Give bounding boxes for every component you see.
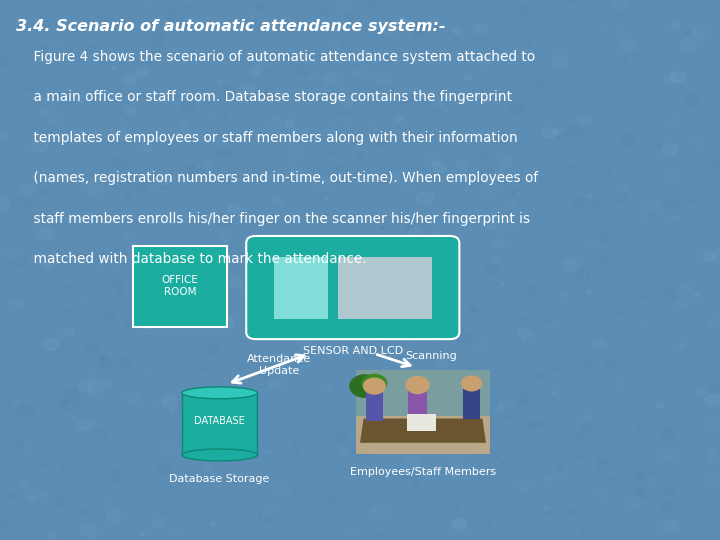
Text: Employees/Staff Members: Employees/Staff Members [350, 467, 496, 477]
Bar [366, 392, 383, 421]
Bar [407, 414, 436, 431]
Bar [356, 370, 490, 454]
Bar [274, 256, 328, 319]
Bar [338, 256, 432, 319]
Text: 3.4. Scenario of automatic attendance system:-: 3.4. Scenario of automatic attendance sy… [16, 19, 446, 34]
Text: Figure 4 shows the scenario of automatic attendance system attached to: Figure 4 shows the scenario of automatic… [16, 50, 535, 64]
Bar [408, 392, 427, 424]
Ellipse shape [181, 387, 258, 399]
Polygon shape [360, 418, 486, 443]
Circle shape [363, 377, 386, 395]
Text: Database Storage: Database Storage [169, 475, 270, 484]
Circle shape [405, 376, 430, 394]
Text: Scanning: Scanning [405, 352, 457, 361]
Bar [133, 246, 227, 327]
Text: Attendance
Update: Attendance Update [247, 354, 311, 376]
FancyBboxPatch shape [246, 236, 459, 339]
Text: DATABASE: DATABASE [194, 416, 245, 426]
Bar [360, 381, 378, 397]
Text: a main office or staff room. Database storage contains the fingerprint: a main office or staff room. Database st… [16, 90, 512, 104]
Circle shape [461, 375, 482, 391]
Text: templates of employees or staff members along with their information: templates of employees or staff members … [16, 131, 518, 145]
Circle shape [349, 374, 381, 398]
Bar [463, 389, 480, 419]
Bar [356, 370, 490, 454]
Ellipse shape [181, 449, 258, 461]
Text: matched with database to mark the attendance.: matched with database to mark the attend… [16, 252, 366, 266]
Circle shape [361, 374, 387, 393]
Text: OFFICE
ROOM: OFFICE ROOM [161, 275, 199, 297]
Bar [356, 370, 490, 416]
Text: (names, registration numbers and in-time, out-time). When employees of: (names, registration numbers and in-time… [16, 171, 538, 185]
Bar [181, 393, 258, 455]
Text: staff members enrolls his/her finger on the scanner his/her fingerprint is: staff members enrolls his/her finger on … [16, 212, 530, 226]
Text: SENSOR AND LCD: SENSOR AND LCD [302, 346, 403, 356]
